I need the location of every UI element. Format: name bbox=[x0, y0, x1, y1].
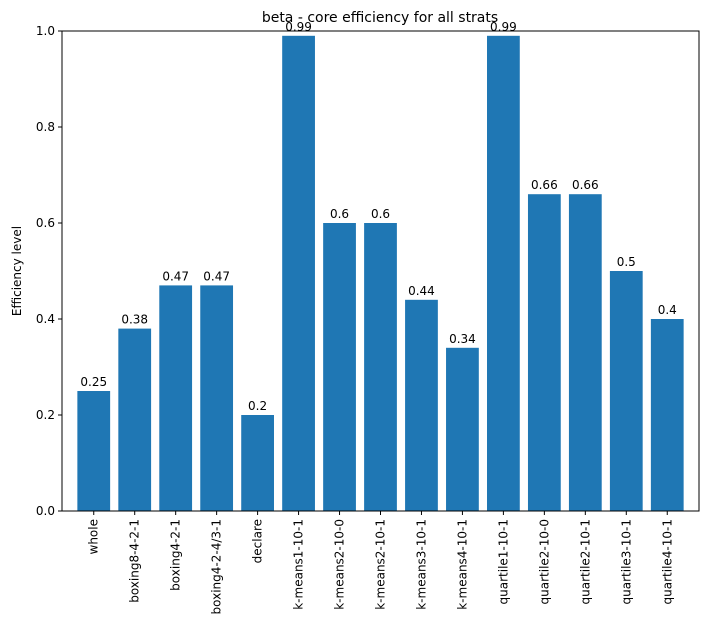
x-tick-label: quartile2-10-1 bbox=[578, 519, 592, 604]
bar-value-label: 0.25 bbox=[80, 375, 107, 389]
y-tick-label: 0.0 bbox=[36, 504, 55, 518]
x-tick-label: k-means4-10-1 bbox=[455, 519, 469, 610]
y-tick-label: 0.8 bbox=[36, 120, 55, 134]
bar-value-label: 0.4 bbox=[658, 303, 677, 317]
x-tick-label: whole bbox=[87, 519, 101, 554]
x-tick-label: quartile2-10-0 bbox=[537, 519, 551, 604]
bar bbox=[77, 391, 111, 511]
x-tick-label: k-means2-10-0 bbox=[333, 519, 347, 610]
bar bbox=[323, 223, 356, 511]
bar bbox=[527, 194, 561, 511]
bar-value-label: 0.44 bbox=[408, 284, 435, 298]
bar-value-label: 0.34 bbox=[449, 332, 476, 346]
bar bbox=[159, 285, 193, 511]
x-tick-label: boxing4-2-4/3-1 bbox=[210, 519, 224, 614]
bar-value-label: 0.47 bbox=[203, 269, 230, 283]
x-tick-label: boxing8-4-2-1 bbox=[128, 519, 142, 603]
plot-area: 0.0 0.2 0.4 0.6 0.8 1.0 0.25 whole 0.38 boxing8-4… bbox=[36, 20, 684, 614]
bar-value-label: 0.66 bbox=[531, 178, 558, 192]
x-tick-label: k-means2-10-1 bbox=[374, 519, 388, 610]
bar bbox=[200, 285, 234, 511]
x-tick-label: k-means1-10-1 bbox=[292, 519, 306, 610]
bar bbox=[650, 319, 684, 511]
x-tick-label: declare bbox=[251, 519, 265, 563]
bar-value-label: 0.2 bbox=[248, 399, 267, 413]
x-tick-label: k-means3-10-1 bbox=[414, 519, 428, 610]
bar bbox=[118, 328, 152, 511]
x-tick-label: boxing4-2-1 bbox=[169, 519, 183, 591]
bar-value-label: 0.66 bbox=[572, 178, 599, 192]
x-tick-label: quartile3-10-1 bbox=[619, 519, 633, 604]
plot-frame bbox=[61, 30, 700, 512]
bar bbox=[568, 194, 602, 511]
bar-value-label: 0.99 bbox=[285, 20, 312, 34]
bar bbox=[405, 299, 438, 511]
bar-value-label: 0.6 bbox=[371, 207, 390, 221]
y-tick-label: 1.0 bbox=[36, 24, 55, 38]
x-tick-label: quartile4-10-1 bbox=[660, 519, 674, 604]
y-axis-label: Efficiency level bbox=[10, 226, 24, 316]
y-tick-label: 0.6 bbox=[36, 216, 55, 230]
chart-title: beta - core efficiency for all strats bbox=[262, 10, 498, 26]
bar bbox=[487, 35, 520, 512]
bar-value-label: 0.99 bbox=[490, 20, 517, 34]
x-tick-label: quartile1-10-1 bbox=[496, 519, 510, 604]
bar bbox=[446, 347, 479, 511]
bar bbox=[364, 223, 397, 511]
bar-value-label: 0.5 bbox=[617, 255, 636, 269]
bar bbox=[609, 271, 643, 511]
bar bbox=[241, 415, 274, 511]
bar bbox=[282, 35, 315, 512]
y-tick-label: 0.4 bbox=[36, 312, 55, 326]
bar-value-label: 0.38 bbox=[121, 313, 148, 327]
bar-value-label: 0.47 bbox=[162, 269, 189, 283]
bar-value-label: 0.6 bbox=[330, 207, 349, 221]
y-tick-label: 0.2 bbox=[36, 408, 55, 422]
